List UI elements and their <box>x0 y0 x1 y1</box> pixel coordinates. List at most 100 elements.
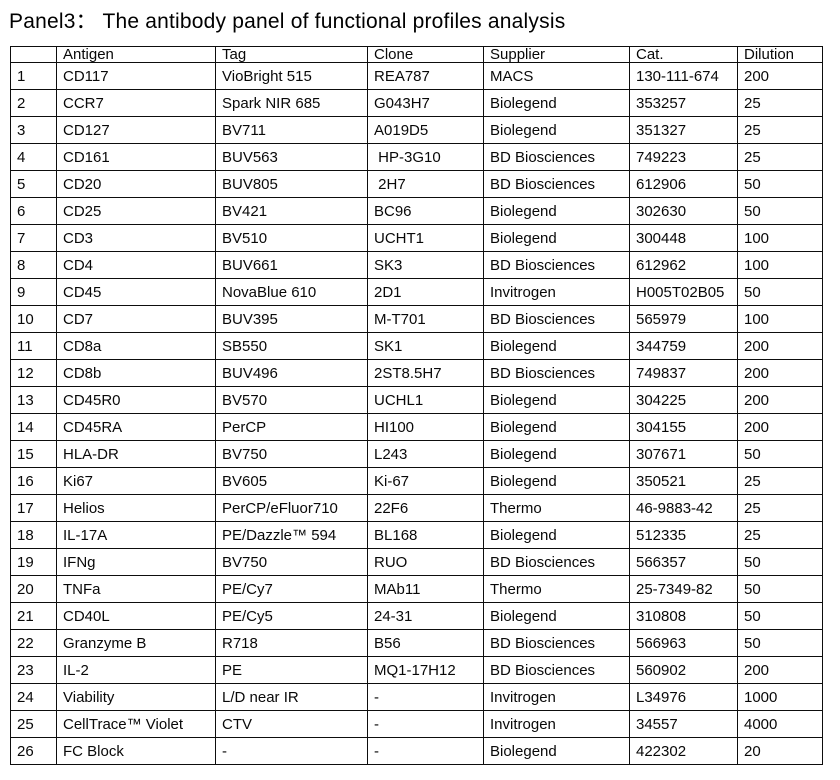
row-index-cell: 12 <box>10 359 57 387</box>
cat-cell: 612962 <box>629 251 738 279</box>
supplier-cell: Invitrogen <box>483 710 630 738</box>
dilution-cell: 25 <box>737 116 823 144</box>
clone-cell: - <box>367 683 484 711</box>
antigen-cell: CD40L <box>56 602 216 630</box>
supplier-cell: Biolegend <box>483 89 630 117</box>
header-cell-dilution: Dilution <box>737 46 823 63</box>
antigen-cell: HLA-DR <box>56 440 216 468</box>
tag-cell: BUV805 <box>215 170 368 198</box>
row-index-cell: 23 <box>10 656 57 684</box>
table-row: 9 CD45 NovaBlue 610 2D1 Invitrogen H005T02B05… <box>10 278 823 306</box>
dilution-cell: 50 <box>737 278 823 306</box>
table-row: 10 CD7 BUV395 M-T701 BD Biosciences 565979 100 <box>10 305 823 333</box>
clone-cell: 2D1 <box>367 278 484 306</box>
antigen-cell: CD7 <box>56 305 216 333</box>
tag-cell: BUV563 <box>215 143 368 171</box>
clone-cell: RUO <box>367 548 484 576</box>
table-header-row: Antigen Tag Clone Supplier Cat. Dilution <box>10 46 823 63</box>
clone-cell: BC96 <box>367 197 484 225</box>
table-row: 3 CD127 BV711 A019D5 Biolegend 351327 25 <box>10 116 823 144</box>
cat-cell: 353257 <box>629 89 738 117</box>
row-index-cell: 13 <box>10 386 57 414</box>
tag-cell: BUV661 <box>215 251 368 279</box>
supplier-cell: Thermo <box>483 575 630 603</box>
dilution-cell: 50 <box>737 170 823 198</box>
header-cell-antigen: Antigen <box>56 46 216 63</box>
row-index-cell: 1 <box>10 62 57 90</box>
cat-cell: 566357 <box>629 548 738 576</box>
antigen-cell: CD117 <box>56 62 216 90</box>
row-index-cell: 22 <box>10 629 57 657</box>
antigen-cell: FC Block <box>56 737 216 765</box>
row-index-cell: 5 <box>10 170 57 198</box>
header-cell-tag: Tag <box>215 46 368 63</box>
header-cell-cat: Cat. <box>629 46 738 63</box>
table-row: 4 CD161 BUV563 HP-3G10 BD Biosciences 749223… <box>10 143 823 171</box>
table-row: 19 IFNg BV750 RUO BD Biosciences 566357 50 <box>10 548 823 576</box>
supplier-cell: BD Biosciences <box>483 359 630 387</box>
tag-cell: VioBright 515 <box>215 62 368 90</box>
antigen-cell: CD45 <box>56 278 216 306</box>
tag-cell: BV570 <box>215 386 368 414</box>
table-row: 5 CD20 BUV805 2H7 BD Biosciences 612906 50 <box>10 170 823 198</box>
row-index-cell: 25 <box>10 710 57 738</box>
cat-cell: 307671 <box>629 440 738 468</box>
dilution-cell: 200 <box>737 656 823 684</box>
clone-cell: UCHL1 <box>367 386 484 414</box>
row-index-cell: 4 <box>10 143 57 171</box>
tag-cell: BV605 <box>215 467 368 495</box>
supplier-cell: Biolegend <box>483 467 630 495</box>
cat-cell: 422302 <box>629 737 738 765</box>
supplier-cell: MACS <box>483 62 630 90</box>
table-row: 25 CellTrace™ Violet CTV - Invitrogen 34557 40… <box>10 710 823 738</box>
row-index-cell: 18 <box>10 521 57 549</box>
dilution-cell: 100 <box>737 251 823 279</box>
clone-cell: - <box>367 710 484 738</box>
clone-cell: 2ST8.5H7 <box>367 359 484 387</box>
antibody-panel-table: Antigen Tag Clone Supplier Cat. Dilution 1 CD1… <box>10 46 823 765</box>
supplier-cell: Biolegend <box>483 116 630 144</box>
page-title: Panel3： The antibody panel of functional… <box>9 10 566 33</box>
dilution-cell: 100 <box>737 224 823 252</box>
tag-cell: L/D near IR <box>215 683 368 711</box>
cat-cell: 34557 <box>629 710 738 738</box>
dilution-cell: 25 <box>737 143 823 171</box>
table-row: 22 Granzyme B R718 B56 BD Biosciences 566963 5… <box>10 629 823 657</box>
cat-cell: 302630 <box>629 197 738 225</box>
clone-cell: - <box>367 737 484 765</box>
tag-cell: BV421 <box>215 197 368 225</box>
antigen-cell: CD8a <box>56 332 216 360</box>
cat-cell: 560902 <box>629 656 738 684</box>
table-row: 6 CD25 BV421 BC96 Biolegend 302630 50 <box>10 197 823 225</box>
tag-cell: CTV <box>215 710 368 738</box>
row-index-cell: 2 <box>10 89 57 117</box>
clone-cell: SK3 <box>367 251 484 279</box>
tag-cell: BV711 <box>215 116 368 144</box>
supplier-cell: Biolegend <box>483 413 630 441</box>
cat-cell: 25-7349-82 <box>629 575 738 603</box>
supplier-cell: BD Biosciences <box>483 251 630 279</box>
cat-cell: 304225 <box>629 386 738 414</box>
tag-cell: PerCP/eFluor710 <box>215 494 368 522</box>
supplier-cell: Invitrogen <box>483 278 630 306</box>
antigen-cell: IFNg <box>56 548 216 576</box>
supplier-cell: BD Biosciences <box>483 548 630 576</box>
dilution-cell: 1000 <box>737 683 823 711</box>
antigen-cell: CD25 <box>56 197 216 225</box>
supplier-cell: BD Biosciences <box>483 629 630 657</box>
table-row: 23 IL-2 PE MQ1-17H12 BD Biosciences 560902 200 <box>10 656 823 684</box>
table-row: 7 CD3 BV510 UCHT1 Biolegend 300448 100 <box>10 224 823 252</box>
clone-cell: 22F6 <box>367 494 484 522</box>
table-row: 15 HLA-DR BV750 L243 Biolegend 307671 50 <box>10 440 823 468</box>
clone-cell: MQ1-17H12 <box>367 656 484 684</box>
dilution-cell: 100 <box>737 305 823 333</box>
table-row: 14 CD45RA PerCP HI100 Biolegend 304155 200 <box>10 413 823 441</box>
table-row: 21 CD40L PE/Cy5 24-31 Biolegend 310808 50 <box>10 602 823 630</box>
clone-cell: HP-3G10 <box>367 143 484 171</box>
supplier-cell: Biolegend <box>483 332 630 360</box>
clone-cell: A019D5 <box>367 116 484 144</box>
clone-cell: Ki-67 <box>367 467 484 495</box>
clone-cell: B56 <box>367 629 484 657</box>
dilution-cell: 20 <box>737 737 823 765</box>
cat-cell: 300448 <box>629 224 738 252</box>
